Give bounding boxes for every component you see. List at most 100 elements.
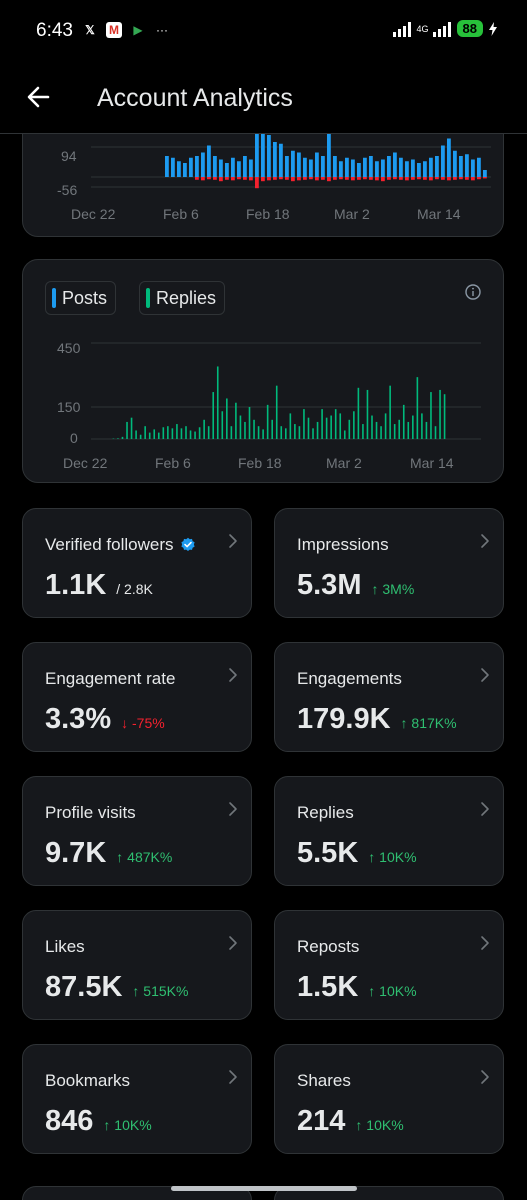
replies-bar[interactable]	[176, 424, 178, 439]
positive-bar[interactable]	[441, 145, 445, 178]
negative-bar[interactable]	[231, 177, 235, 181]
positive-bar[interactable]	[447, 138, 451, 178]
replies-bar[interactable]	[180, 428, 183, 439]
negative-bar[interactable]	[393, 177, 397, 180]
negative-bar[interactable]	[321, 177, 325, 180]
replies-bar[interactable]	[185, 426, 187, 439]
replies-bar[interactable]	[421, 413, 423, 439]
positive-bar[interactable]	[285, 156, 289, 177]
negative-bar[interactable]	[417, 177, 421, 180]
replies-bar[interactable]	[389, 385, 391, 439]
negative-bar[interactable]	[315, 177, 319, 181]
metric-card-verified-followers[interactable]: Verified followers 1.1K / 2.8K	[22, 508, 252, 618]
metric-card-replies[interactable]: Replies 5.5K ↑ 10K%	[274, 776, 504, 886]
metric-card-engagements[interactable]: Engagements 179.9K ↑ 817K%	[274, 642, 504, 752]
metric-card-shares[interactable]: Shares 214 ↑ 10K%	[274, 1044, 504, 1154]
replies-bar[interactable]	[398, 419, 401, 439]
negative-bar[interactable]	[249, 177, 253, 181]
negative-bar[interactable]	[309, 177, 313, 180]
negative-bar[interactable]	[459, 177, 463, 180]
metric-card-reposts[interactable]: Reposts 1.5K ↑ 10K%	[274, 910, 504, 1020]
negative-bar[interactable]	[429, 177, 433, 181]
metric-card-likes[interactable]: Likes 87.5K ↑ 515K%	[22, 910, 252, 1020]
replies-bar[interactable]	[289, 413, 292, 439]
replies-bar[interactable]	[416, 377, 419, 439]
negative-bar[interactable]	[351, 177, 355, 181]
positive-bar[interactable]	[237, 161, 241, 177]
replies-bar[interactable]	[294, 424, 296, 439]
replies-bar[interactable]	[266, 404, 269, 439]
negative-bar[interactable]	[465, 177, 469, 180]
replies-bar[interactable]	[407, 421, 410, 439]
positive-bar[interactable]	[423, 161, 427, 177]
negative-bar[interactable]	[297, 177, 301, 181]
positive-bar[interactable]	[465, 154, 469, 177]
positive-bar[interactable]	[165, 156, 169, 177]
replies-bar[interactable]	[375, 421, 378, 439]
posts-replies-chart[interactable]	[91, 340, 481, 440]
replies-bar[interactable]	[212, 392, 215, 439]
home-indicator[interactable]	[171, 1186, 357, 1191]
positive-bar[interactable]	[303, 157, 307, 177]
negative-bar[interactable]	[195, 177, 199, 180]
positive-bar[interactable]	[177, 161, 181, 177]
positive-bar[interactable]	[429, 157, 433, 177]
positive-bar[interactable]	[453, 150, 457, 177]
positive-bar[interactable]	[297, 152, 301, 178]
positive-bar[interactable]	[399, 157, 403, 177]
negative-bar[interactable]	[375, 177, 379, 181]
replies-bar[interactable]	[298, 426, 301, 439]
positive-bar[interactable]	[243, 156, 247, 177]
negative-bar[interactable]	[303, 177, 307, 180]
info-icon[interactable]	[465, 284, 481, 300]
negative-bar[interactable]	[453, 177, 457, 180]
replies-bar[interactable]	[207, 426, 210, 439]
replies-bar[interactable]	[439, 389, 441, 439]
positive-bar[interactable]	[189, 157, 193, 177]
replies-bar[interactable]	[402, 404, 405, 439]
replies-bar[interactable]	[434, 426, 437, 439]
negative-bar[interactable]	[423, 177, 427, 180]
positive-bar[interactable]	[411, 159, 415, 178]
replies-bar[interactable]	[157, 432, 160, 439]
replies-bar[interactable]	[198, 427, 201, 439]
metric-card-bookmarks[interactable]: Bookmarks 846 ↑ 10K%	[22, 1044, 252, 1154]
negative-bar[interactable]	[471, 177, 475, 181]
positive-bar[interactable]	[231, 157, 235, 177]
positive-bar[interactable]	[327, 129, 331, 177]
positive-bar[interactable]	[435, 156, 439, 177]
negative-bar[interactable]	[447, 177, 451, 181]
replies-bar[interactable]	[230, 426, 233, 439]
replies-bar[interactable]	[357, 387, 360, 439]
positive-bar[interactable]	[213, 156, 217, 177]
negative-bar[interactable]	[213, 177, 217, 180]
replies-bar[interactable]	[307, 417, 310, 439]
replies-bar[interactable]	[194, 431, 196, 439]
replies-bar[interactable]	[235, 402, 237, 439]
replies-bar[interactable]	[339, 413, 342, 439]
positive-bar[interactable]	[381, 159, 385, 178]
negative-bar[interactable]	[405, 177, 409, 181]
positive-bar[interactable]	[459, 156, 463, 177]
negative-bar[interactable]	[357, 177, 361, 180]
positive-bar[interactable]	[207, 145, 211, 178]
replies-bar[interactable]	[412, 415, 414, 439]
negative-bar[interactable]	[279, 177, 283, 180]
positive-bar[interactable]	[405, 161, 409, 177]
positive-bar[interactable]	[321, 156, 325, 177]
replies-bar[interactable]	[171, 428, 174, 439]
positive-bar[interactable]	[261, 129, 265, 177]
positive-bar[interactable]	[183, 163, 187, 177]
replies-bar[interactable]	[144, 426, 146, 439]
positive-bar[interactable]	[363, 157, 367, 177]
negative-bar[interactable]	[285, 177, 289, 180]
positive-bar[interactable]	[195, 156, 199, 177]
negative-bar[interactable]	[483, 177, 487, 179]
positive-bar[interactable]	[333, 156, 337, 177]
positive-bar[interactable]	[477, 157, 481, 177]
positive-bar[interactable]	[339, 161, 343, 177]
positive-bar[interactable]	[291, 150, 295, 177]
positive-bar[interactable]	[387, 156, 391, 177]
positive-bar[interactable]	[471, 159, 475, 178]
replies-bar[interactable]	[203, 419, 205, 439]
